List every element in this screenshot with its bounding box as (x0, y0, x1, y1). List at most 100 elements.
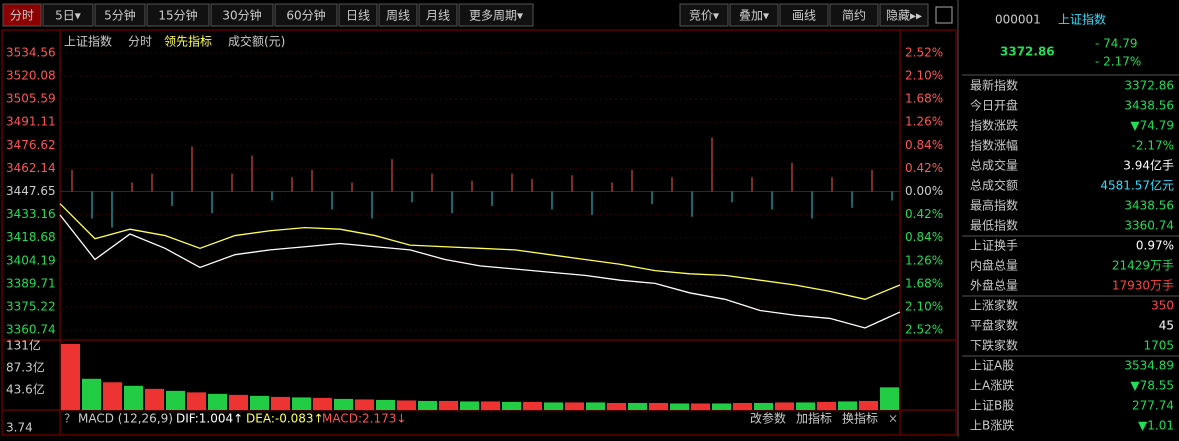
row-label: 指数涨跌 (970, 118, 1018, 133)
volume-bar (439, 400, 458, 410)
tab-label[interactable]: 日线 (346, 9, 370, 23)
row-label: 今日开盘 (970, 98, 1018, 113)
chart-frame (1, 29, 957, 436)
volume-bar (712, 403, 731, 410)
tab[interactable] (146, 3, 210, 27)
volume-bar (250, 395, 269, 410)
row-value: 17930万手 (1112, 279, 1174, 293)
price: 3372.86 (1000, 45, 1055, 59)
volume-bar (880, 387, 899, 410)
tab-label[interactable]: 15分钟 (158, 8, 197, 23)
tab-label[interactable]: 月线 (426, 9, 450, 23)
volume-bar (208, 393, 227, 410)
tool-button[interactable] (729, 3, 779, 27)
fullscreen-icon[interactable] (935, 6, 953, 24)
price-line (59, 214, 901, 329)
tab-label[interactable]: 5分钟 (104, 8, 136, 23)
row-value: 21429万手 (1112, 259, 1174, 273)
help[interactable]: ? (64, 412, 70, 426)
pct-tick-label: 2.52% (905, 323, 943, 337)
tab-label[interactable]: 60分钟 (286, 8, 325, 23)
tab-label[interactable]: 更多周期▾ (469, 9, 523, 23)
close[interactable]: × (888, 412, 898, 426)
row-label: 总成交量 (970, 158, 1018, 173)
row-value: 45 (1159, 319, 1174, 333)
row-value: ▼74.79 (1130, 119, 1174, 133)
tool-label[interactable]: 叠加▾ (739, 9, 769, 23)
tool-label[interactable]: 画线 (792, 9, 816, 23)
tab[interactable] (338, 3, 378, 27)
volume-bar (166, 390, 185, 410)
pct-tick-label: 1.68% (905, 92, 943, 106)
price-tick-label: 3404.19 (6, 253, 56, 267)
price-tick-label: 3462.14 (6, 161, 56, 175)
volume-bar (796, 402, 815, 410)
volume-bar (586, 402, 605, 410)
row-label: 下跌家数 (970, 338, 1018, 353)
volume-bar (670, 403, 689, 410)
volume-bar (418, 400, 437, 410)
tool-button[interactable] (829, 3, 879, 27)
tool-label[interactable]: 隐藏▸▸ (886, 9, 922, 23)
indicator-button[interactable]: 加指标 (796, 411, 832, 426)
row-label: 最新指数 (970, 78, 1018, 93)
row-value: 3.94亿手 (1123, 158, 1174, 173)
tool-label[interactable]: 简约 (842, 8, 866, 23)
chart-header-item: 成交额(元) (228, 34, 285, 49)
tab-label[interactable]: 30分钟 (222, 8, 261, 23)
volume-bar (628, 402, 647, 410)
pct-tick-label: 0.00% (905, 184, 943, 198)
tab[interactable] (2, 3, 42, 27)
tool-button[interactable] (679, 3, 729, 27)
row-label: 上证换手 (970, 239, 1018, 253)
tab[interactable] (378, 3, 418, 27)
row-label: 上证B股 (970, 399, 1014, 413)
row-value: 3438.56 (1124, 99, 1174, 113)
row-label: 最高指数 (970, 198, 1018, 213)
tab-label[interactable]: 5日▾ (55, 9, 81, 23)
price-tick-label: 3360.74 (6, 323, 56, 337)
volume-bar (397, 400, 416, 410)
price-tick-label: 3534.56 (6, 46, 56, 60)
volume-bar (481, 401, 500, 410)
tab[interactable] (274, 3, 338, 27)
macd-name: MACD (12,26,9) (78, 412, 173, 426)
volume-bar (523, 401, 542, 410)
row-label: 上证A股 (970, 359, 1014, 373)
tab[interactable] (418, 3, 458, 27)
indicator-button[interactable]: 改参数 (750, 411, 786, 426)
tab[interactable] (94, 3, 146, 27)
price-tick-label: 3389.71 (6, 276, 56, 290)
volume-bar (334, 398, 353, 410)
tab[interactable] (458, 3, 534, 27)
volume-bar (313, 397, 332, 410)
volume-bar (859, 400, 878, 410)
row-value: 0.97% (1136, 239, 1174, 253)
tab-label[interactable]: 周线 (386, 9, 410, 23)
price-tick-label: 3520.08 (6, 69, 56, 83)
tab[interactable] (42, 3, 94, 27)
row-value: 277.74 (1132, 399, 1174, 413)
code: 000001 (995, 13, 1041, 27)
tab[interactable] (210, 3, 274, 27)
indicator-button[interactable]: 换指标 (842, 411, 878, 426)
price-tick-label: 3447.65 (6, 184, 56, 198)
pct-tick-label: 2.52% (905, 46, 943, 60)
tool-button[interactable] (779, 3, 829, 27)
price-tick-label: 3476.62 (6, 138, 56, 152)
row-value: 3438.56 (1124, 199, 1174, 213)
row-label: 最低指数 (970, 218, 1018, 233)
pct-tick-label: 1.26% (905, 115, 943, 129)
volume-bar (544, 402, 563, 410)
volume-bar (775, 402, 794, 410)
tab-label[interactable]: 分时 (10, 9, 34, 23)
row-label: 上A涨跌 (970, 378, 1014, 393)
tool-button[interactable] (879, 3, 929, 27)
price-tick-label: 3491.11 (6, 115, 56, 129)
tool-label[interactable]: 竞价▾ (689, 9, 719, 23)
volume-bar (376, 399, 395, 410)
volume-bar (607, 402, 626, 410)
volume-bar (271, 396, 290, 410)
